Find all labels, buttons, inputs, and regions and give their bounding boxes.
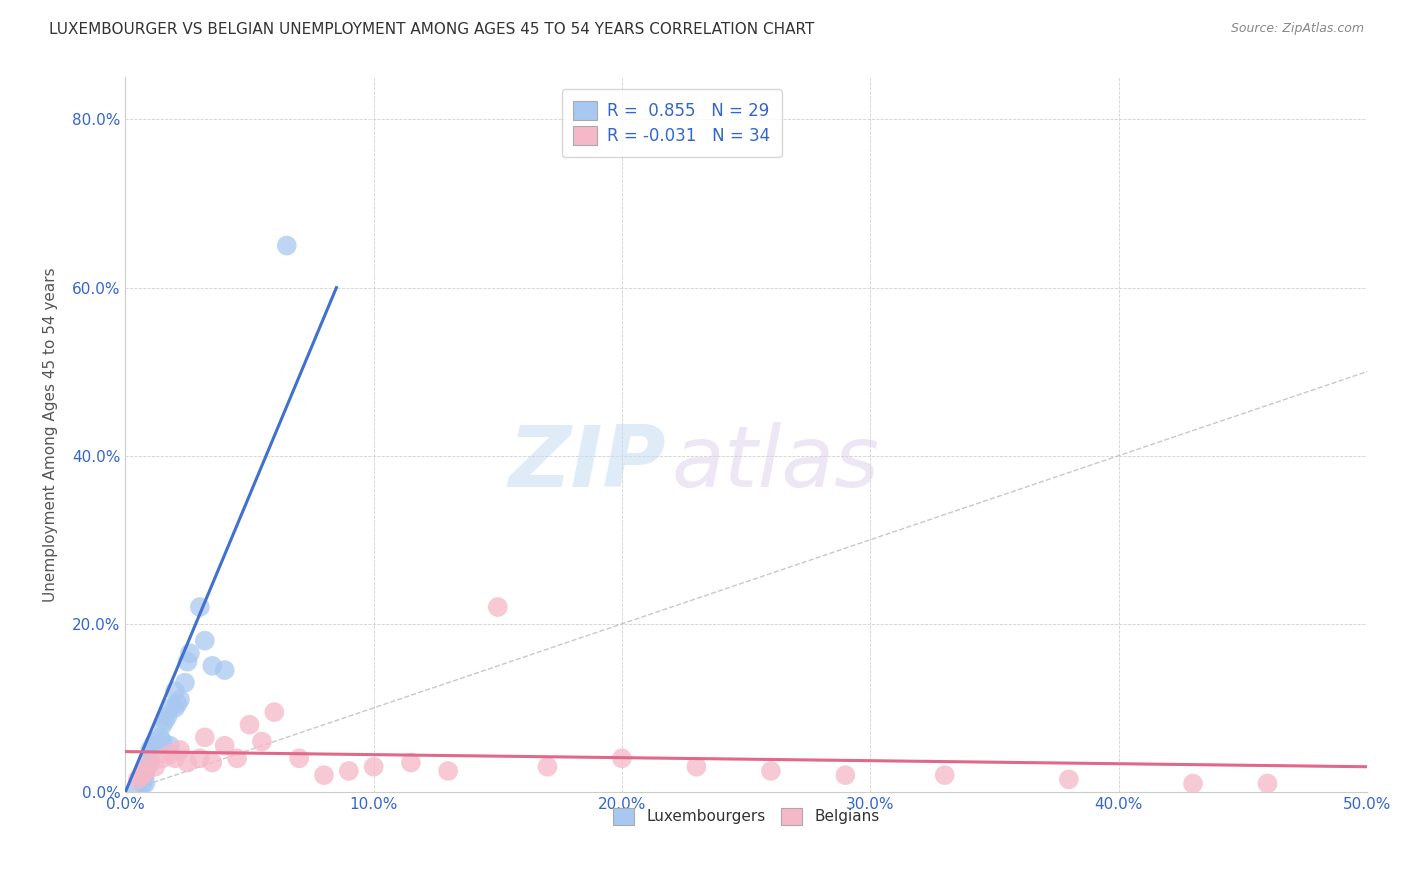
Point [139,751,162,765]
Point [263,705,285,719]
Point [437,764,460,778]
Point [159,701,181,715]
Point [136,760,159,774]
Point [166,697,188,711]
Point [238,717,260,731]
Point [188,600,211,615]
Point [934,768,956,782]
Point [169,743,191,757]
Point [214,663,236,677]
Point [143,760,166,774]
Point [152,717,174,731]
Point [250,734,273,748]
Point [288,751,311,765]
Point [188,751,211,765]
Point [159,747,181,761]
Text: Source: ZipAtlas.com: Source: ZipAtlas.com [1230,22,1364,36]
Point [163,701,186,715]
Point [363,760,385,774]
Point [486,600,509,615]
Point [685,760,707,774]
Point [759,764,782,778]
Point [194,731,217,745]
Text: ZIP: ZIP [508,422,665,505]
Point [134,768,156,782]
Point [176,756,198,770]
Point [142,739,165,753]
Legend: Luxembourgers, Belgians: Luxembourgers, Belgians [603,798,889,834]
Point [139,756,162,770]
Y-axis label: Unemployment Among Ages 45 to 54 years: Unemployment Among Ages 45 to 54 years [44,268,58,602]
Point [610,751,633,765]
Point [149,731,172,745]
Point [176,655,198,669]
Text: atlas: atlas [672,422,880,505]
Point [201,756,224,770]
Point [132,776,155,790]
Point [143,734,166,748]
Point [201,658,224,673]
Point [194,633,217,648]
Point [163,751,186,765]
Point [146,739,169,753]
Point [536,760,558,774]
Point [134,776,156,790]
Point [132,768,155,782]
Point [156,709,179,723]
Point [159,739,181,753]
Point [214,739,236,753]
Point [174,675,197,690]
Point [1057,772,1080,787]
Text: LUXEMBOURGER VS BELGIAN UNEMPLOYMENT AMONG AGES 45 TO 54 YEARS CORRELATION CHART: LUXEMBOURGER VS BELGIAN UNEMPLOYMENT AMO… [49,22,814,37]
Point [399,756,422,770]
Point [276,238,298,252]
Point [337,764,360,778]
Point [179,646,201,660]
Point [226,751,249,765]
Point [1256,776,1278,790]
Point [1182,776,1205,790]
Point [834,768,856,782]
Point [127,780,149,795]
Point [153,714,176,728]
Point [312,768,335,782]
Point [163,684,186,698]
Point [127,772,149,787]
Point [152,751,174,765]
Point [134,764,156,778]
Point [169,692,191,706]
Point [139,743,162,757]
Point [152,734,174,748]
